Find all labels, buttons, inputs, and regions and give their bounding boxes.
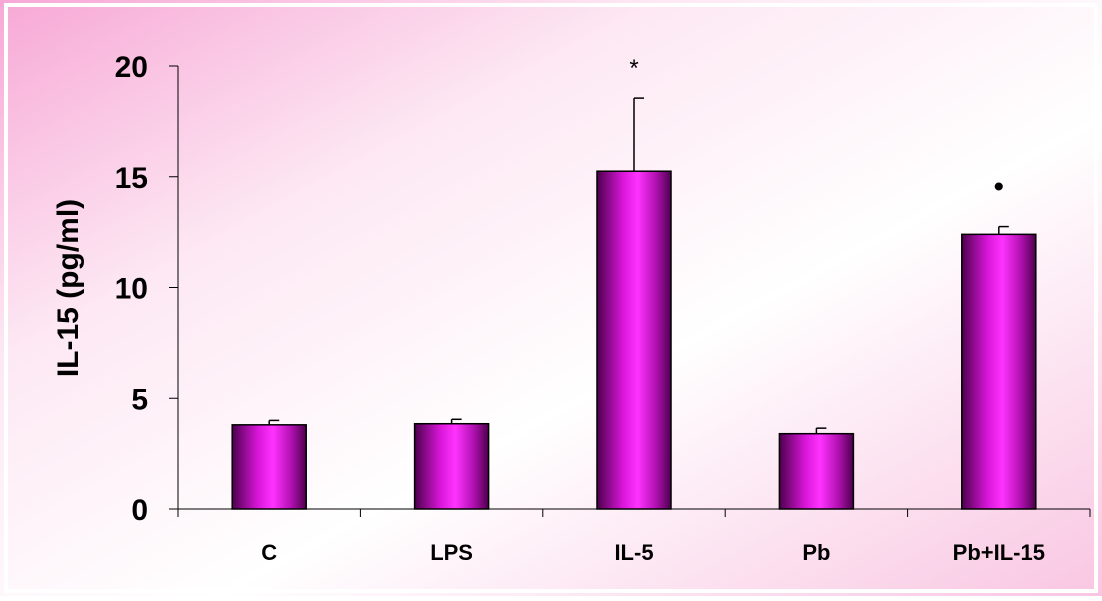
y-axis-label: IL-15 (pg/ml) bbox=[52, 199, 85, 377]
bar bbox=[231, 424, 307, 510]
bar bbox=[596, 170, 672, 510]
x-tick-label: IL-5 bbox=[614, 540, 653, 565]
x-tick-label: C bbox=[261, 540, 277, 565]
bar bbox=[413, 422, 490, 510]
plot-frame bbox=[4, 3, 1098, 593]
y-tick-label: 5 bbox=[131, 383, 148, 416]
significance-marker: * bbox=[629, 55, 638, 82]
x-tick-label: Pb bbox=[802, 540, 830, 565]
significance-marker: • bbox=[994, 171, 1005, 204]
y-tick-label: 10 bbox=[115, 273, 148, 306]
labels: 0 5 10 15 20 C LPS IL-5 * Pb Pb+IL-15 • bbox=[115, 51, 1045, 565]
bars bbox=[231, 97, 1037, 510]
y-tick-label: 15 bbox=[115, 162, 148, 195]
y-tick-label: 0 bbox=[131, 494, 148, 527]
y-tick-label: 20 bbox=[115, 51, 148, 84]
x-tick-label: LPS bbox=[430, 540, 473, 565]
x-tick-label: Pb+IL-15 bbox=[953, 540, 1045, 565]
bar bbox=[961, 233, 1037, 510]
bar bbox=[778, 432, 855, 510]
